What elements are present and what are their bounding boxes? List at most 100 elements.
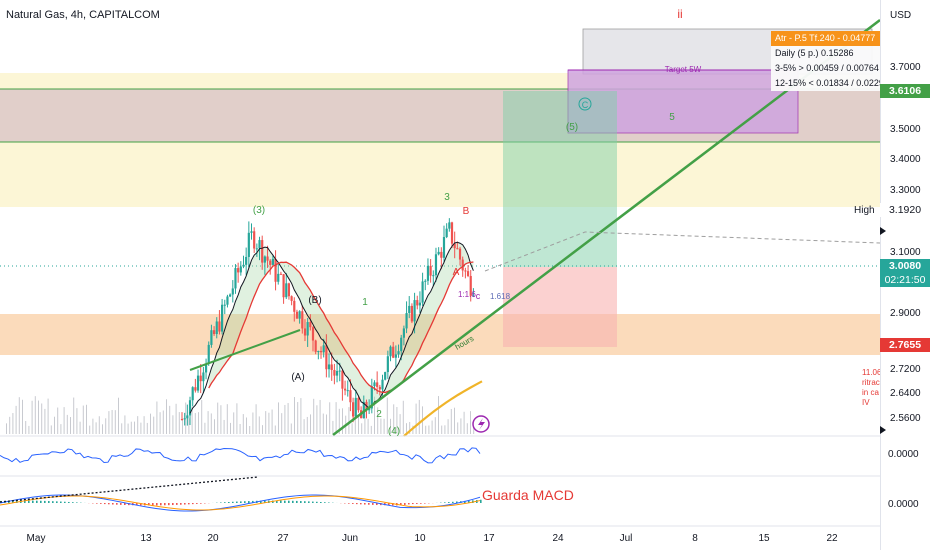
macd-histogram-bar [168, 503, 170, 506]
time-axis-label: 27 [277, 533, 289, 544]
macd-histogram-bar [356, 503, 358, 505]
volume-bar [156, 401, 158, 434]
candle-body [194, 387, 197, 391]
circle-c-marker [578, 97, 592, 111]
time-axis-label: 22 [826, 533, 838, 544]
volume-bar [393, 404, 395, 434]
volume-bar [271, 409, 273, 434]
volume-bar [329, 402, 331, 434]
arrow-right-icon[interactable] [880, 227, 886, 235]
candle-body [440, 251, 443, 258]
macd-histogram-bar [160, 503, 162, 506]
candle-body [432, 275, 435, 277]
macd-histogram-bar [320, 502, 322, 503]
volume-bar [310, 414, 311, 434]
candle-body [204, 363, 208, 373]
volume-bar [473, 425, 475, 434]
volume-bar [281, 413, 283, 434]
candle-body [237, 268, 240, 273]
volume-bar [316, 405, 318, 434]
atr-line: Daily (5 p.) 0.15286 [775, 48, 854, 58]
volume-bar [425, 425, 427, 434]
macd-histogram-bar [24, 500, 26, 503]
candle-body [354, 397, 357, 417]
volume-bar [290, 423, 292, 434]
macd-histogram-bar [116, 503, 118, 505]
macd-histogram-bar [124, 503, 126, 506]
volume-bar [194, 413, 196, 434]
volume-bar [210, 413, 212, 434]
candle-body [231, 288, 234, 295]
macd-histogram-bar [152, 503, 154, 506]
candle-body [464, 270, 467, 272]
macd-histogram-bar [108, 503, 110, 505]
candle-body [207, 344, 210, 364]
candle-body [298, 311, 301, 319]
volume-bar [342, 408, 343, 434]
volume-bar [105, 418, 107, 434]
macd-histogram-bar [232, 501, 234, 503]
macd-histogram-bar [236, 501, 238, 503]
macd-histogram-bar [64, 501, 66, 503]
wave-a-paren-label: (A) [291, 372, 304, 383]
volume-bar [303, 419, 305, 434]
candle-body [218, 321, 221, 332]
macd-histogram-bar [448, 502, 450, 503]
candle-body [469, 275, 472, 296]
time-axis-label: 17 [483, 533, 495, 544]
candle-body [397, 351, 400, 355]
macd-histogram-bar [304, 501, 306, 503]
currency-label[interactable]: USD [890, 10, 912, 21]
countdown-tag: 02:21:50 [880, 273, 930, 287]
candle-body [335, 371, 339, 376]
long-loss-zone [503, 267, 617, 347]
macd-histogram-bar [156, 503, 158, 506]
volume-bar [159, 412, 161, 434]
circle-c-label: C [582, 100, 589, 110]
candle-body [245, 257, 248, 265]
candle-body [408, 305, 411, 314]
volume-bar [463, 411, 465, 434]
time-axis-label: May [27, 533, 46, 544]
volume-bar [265, 411, 267, 434]
volume-bar [98, 416, 100, 434]
volume-bar [457, 422, 459, 434]
early-trendline[interactable] [189, 329, 301, 371]
chart-canvas[interactable]: ii Target 5W C (5) 5 (3) 3 (B) B (A) A 1… [0, 0, 880, 550]
volume-bar [396, 406, 398, 434]
candle-body [338, 370, 341, 372]
macd-histogram-bar [348, 503, 350, 504]
candle-body [448, 222, 451, 229]
volume-bar [217, 402, 219, 434]
macd-histogram-bar [60, 501, 62, 503]
wave-1-label: 1 [362, 297, 368, 308]
volume-bar [287, 403, 289, 434]
candle-body [293, 300, 296, 312]
arrow-right-icon[interactable] [880, 426, 886, 434]
candle-body [405, 313, 408, 329]
candle-body [301, 311, 304, 329]
candle-body [384, 372, 387, 380]
volume-bar [450, 409, 452, 434]
volume-bar [351, 423, 353, 434]
macd-histogram-bar [388, 503, 390, 506]
time-axis-label: 24 [552, 533, 564, 544]
macd-histogram-bar [424, 503, 426, 504]
volume-bar [201, 400, 203, 434]
candle-body [373, 382, 376, 387]
volume-bar [214, 419, 215, 434]
macd-histogram-bar [284, 500, 286, 503]
candle-body [418, 302, 422, 306]
candle-body [426, 265, 430, 281]
macd-histogram-bar [276, 500, 278, 503]
volume-bar [252, 412, 254, 434]
volume-bar [338, 408, 340, 434]
candle-body [466, 271, 470, 276]
atr-line: 12-15% < 0.01834 / 0.02293 [775, 78, 889, 88]
volume-bar [230, 422, 231, 434]
candle-body [445, 228, 448, 238]
volume-bar [76, 408, 78, 434]
price-tick-label: 3.4000 [890, 154, 921, 166]
macd-histogram-bar [220, 502, 222, 503]
candle-body [319, 351, 323, 353]
